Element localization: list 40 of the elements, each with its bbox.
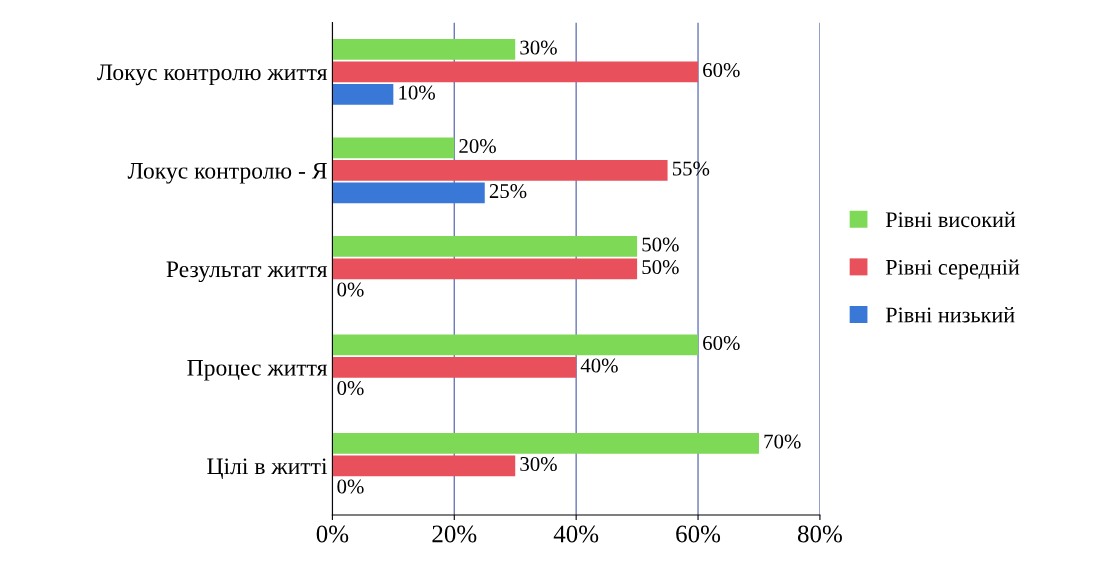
legend-label: Рівні високий <box>885 211 1016 228</box>
bar <box>332 455 516 477</box>
data-label: 55% <box>672 161 710 176</box>
data-label: 0% <box>337 479 364 494</box>
data-label: 50% <box>642 237 679 252</box>
x-tick-label: 20% <box>432 525 477 543</box>
bar <box>332 182 485 204</box>
legend-label: Рівні низький <box>885 307 1015 323</box>
data-label: 20% <box>459 139 496 154</box>
y-tick-label: Локус контролю життя <box>97 64 328 86</box>
data-label: 40% <box>580 358 618 373</box>
data-label: 30% <box>520 40 557 55</box>
data-label: 0% <box>337 381 364 396</box>
data-label: 60% <box>703 335 740 351</box>
bar <box>332 356 577 378</box>
bar <box>332 39 516 60</box>
bar <box>332 137 455 159</box>
bar <box>332 61 699 83</box>
x-tick-label: 0% <box>316 525 349 543</box>
data-label: 70% <box>764 434 801 449</box>
data-label: 0% <box>337 282 364 297</box>
data-label: 50% <box>642 260 679 275</box>
x-tick-label: 60% <box>676 525 721 543</box>
x-tick-label: 40% <box>553 525 599 543</box>
data-label: 30% <box>520 456 557 472</box>
y-tick-label: Процес життя <box>187 360 328 381</box>
data-label: 10% <box>399 85 435 100</box>
y-tick-label: Цілі в житті <box>207 458 328 480</box>
x-tick-label: 80% <box>797 525 842 543</box>
bar <box>332 235 638 257</box>
y-tick-label: Результат життя <box>166 261 328 283</box>
bar <box>332 258 638 280</box>
bar <box>332 432 759 454</box>
bar <box>332 160 668 181</box>
y-tick-label: Локус контролю - Я <box>127 163 327 184</box>
bar <box>332 334 699 356</box>
data-label: 60% <box>703 63 740 78</box>
bar <box>332 84 394 105</box>
data-label: 25% <box>489 184 527 199</box>
legend-label: Рівні середній <box>885 259 1020 280</box>
